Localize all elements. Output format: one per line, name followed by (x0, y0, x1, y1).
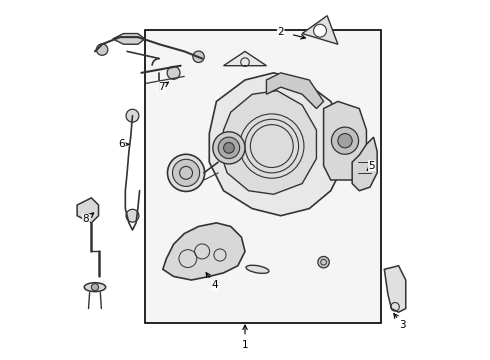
Text: 7: 7 (158, 82, 164, 92)
Text: 3: 3 (399, 320, 406, 330)
Text: 5: 5 (368, 161, 375, 171)
Text: 2: 2 (277, 27, 284, 37)
Polygon shape (77, 198, 98, 223)
Text: 1: 1 (242, 340, 248, 350)
Polygon shape (302, 16, 338, 44)
Text: 8: 8 (83, 214, 89, 224)
Polygon shape (323, 137, 338, 155)
Circle shape (318, 256, 329, 268)
Circle shape (167, 66, 180, 79)
Polygon shape (323, 102, 367, 180)
Circle shape (223, 143, 234, 153)
Circle shape (97, 44, 108, 55)
Circle shape (126, 209, 139, 222)
Polygon shape (113, 33, 145, 44)
Ellipse shape (246, 265, 269, 273)
Polygon shape (384, 266, 406, 312)
Polygon shape (267, 73, 323, 109)
Circle shape (331, 127, 359, 154)
Circle shape (213, 132, 245, 164)
FancyBboxPatch shape (145, 30, 381, 323)
Polygon shape (163, 223, 245, 280)
Polygon shape (223, 51, 267, 66)
Circle shape (126, 109, 139, 122)
Text: 6: 6 (119, 139, 125, 149)
Circle shape (172, 159, 199, 186)
Polygon shape (352, 137, 377, 191)
Circle shape (193, 51, 204, 63)
Circle shape (168, 154, 205, 192)
Circle shape (92, 284, 98, 291)
Ellipse shape (84, 283, 106, 292)
Polygon shape (209, 73, 345, 216)
Circle shape (314, 24, 326, 37)
Text: 4: 4 (211, 280, 218, 291)
Circle shape (218, 137, 240, 158)
Circle shape (338, 134, 352, 148)
Polygon shape (220, 91, 317, 194)
